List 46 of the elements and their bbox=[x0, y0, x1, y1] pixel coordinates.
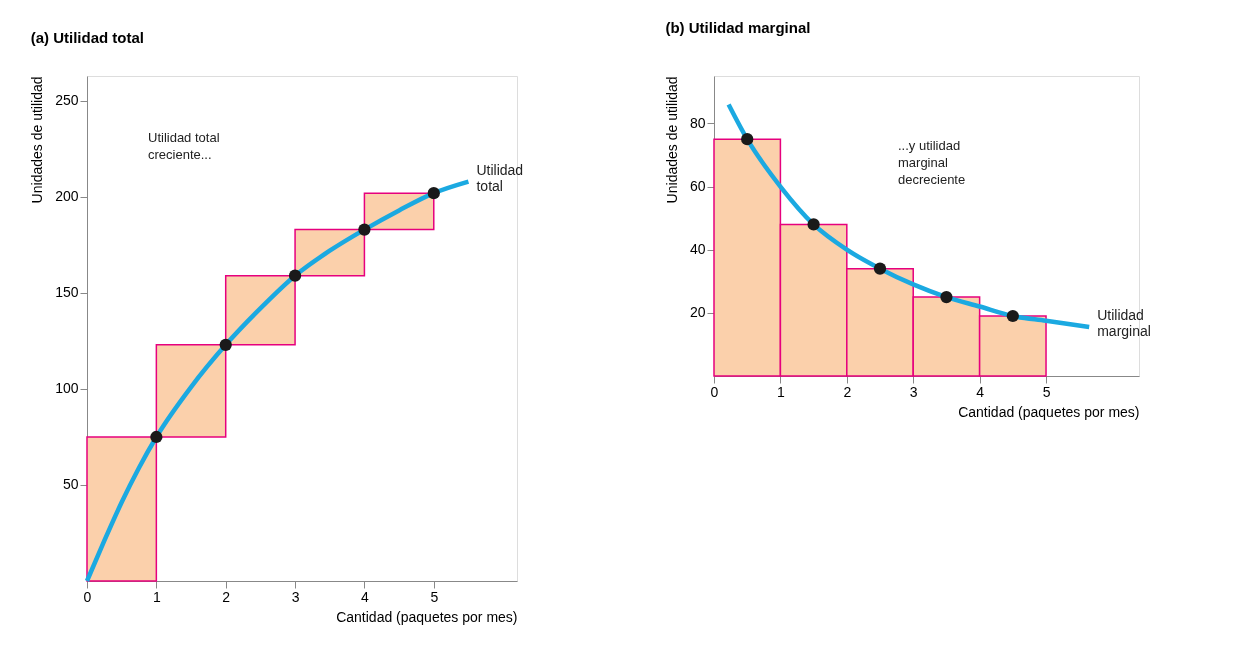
point bbox=[940, 290, 953, 304]
point bbox=[873, 262, 887, 275]
x-axis-title: Cantidad (paquetes por mes) bbox=[958, 403, 1140, 420]
annotation: ...y utilidad marginal decreciente bbox=[898, 138, 966, 187]
x-tick-label: 4 bbox=[976, 383, 985, 400]
y-axis-title: Unidades de utilidad bbox=[663, 76, 680, 204]
y-tick-label: 40 bbox=[689, 241, 706, 258]
point bbox=[807, 218, 820, 231]
line-series bbox=[726, 102, 1092, 330]
chart-title: (a) Utilidad total bbox=[30, 29, 144, 46]
y-tick-label: 250 bbox=[55, 92, 79, 109]
x-tick-label: 1 bbox=[777, 383, 786, 400]
x-tick-label: 0 bbox=[710, 383, 719, 400]
x-axis-title: Cantidad (paquetes por mes) bbox=[336, 608, 518, 625]
annotation: Utilidad total creciente... bbox=[148, 130, 220, 162]
series-label: Utilidad marginal bbox=[1097, 307, 1151, 340]
y-tick-label: 100 bbox=[55, 380, 79, 397]
bar bbox=[224, 274, 296, 346]
point bbox=[358, 223, 371, 236]
point bbox=[1006, 309, 1019, 323]
x-tick-label: 2 bbox=[222, 588, 231, 605]
chart-title: (b) Utilidad marginal bbox=[665, 19, 811, 36]
x-tick-label: 5 bbox=[430, 588, 439, 605]
y-tick-label: 200 bbox=[55, 188, 79, 205]
point bbox=[150, 430, 163, 444]
x-tick-label: 3 bbox=[291, 588, 300, 605]
x-tick-label: 0 bbox=[83, 588, 92, 605]
y-tick-label: 50 bbox=[62, 476, 79, 493]
y-axis-title: Unidades de utilidad bbox=[29, 76, 46, 204]
y-tick-label: 150 bbox=[55, 284, 79, 301]
bar bbox=[86, 436, 158, 582]
y-tick-label: 20 bbox=[689, 304, 706, 321]
x-tick-label: 1 bbox=[152, 588, 161, 605]
point bbox=[427, 187, 440, 200]
point bbox=[288, 269, 302, 282]
x-tick-label: 3 bbox=[909, 383, 918, 400]
line-series bbox=[84, 179, 471, 584]
y-tick-label: 80 bbox=[689, 114, 706, 131]
y-tick-label: 60 bbox=[689, 178, 706, 195]
series-label: Utilidad total bbox=[476, 161, 524, 194]
x-tick-label: 2 bbox=[843, 383, 852, 400]
x-tick-label: 4 bbox=[361, 588, 370, 605]
x-tick-label: 5 bbox=[1042, 383, 1051, 400]
point bbox=[219, 338, 232, 351]
bar bbox=[155, 344, 227, 438]
point bbox=[741, 133, 754, 146]
